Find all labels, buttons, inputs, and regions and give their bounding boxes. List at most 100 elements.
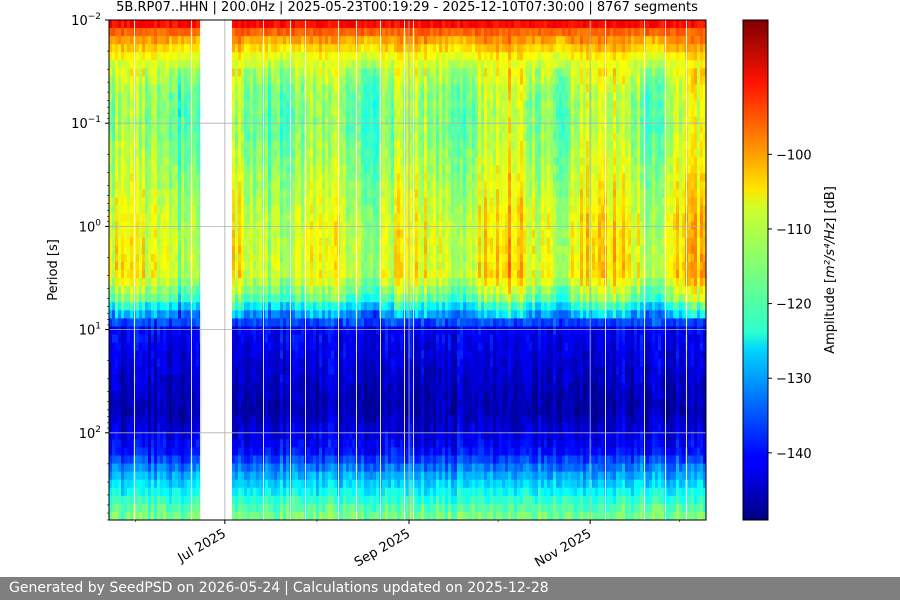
heatmap-cell	[364, 511, 368, 520]
heatmap-cell	[340, 157, 344, 166]
heatmap-cell	[187, 149, 191, 158]
heatmap-cell	[340, 407, 344, 416]
heatmap-column	[340, 20, 344, 520]
heatmap-cell	[139, 511, 143, 520]
heatmap-cell	[346, 205, 350, 215]
heatmap-cell	[115, 60, 119, 69]
heatmap-cell	[352, 511, 356, 520]
heatmap-cell	[295, 197, 299, 206]
heatmap-cell	[346, 278, 350, 287]
heatmap-cell	[292, 350, 296, 360]
heatmap-cell	[277, 116, 281, 126]
heatmap-cell	[238, 165, 242, 174]
heatmap-cell	[151, 132, 155, 142]
heatmap-cell	[346, 261, 350, 271]
heatmap-cell	[277, 334, 281, 344]
heatmap-cell	[253, 294, 257, 303]
heatmap-cell	[295, 181, 299, 190]
heatmap-cell	[373, 124, 377, 134]
heatmap-cell	[121, 278, 125, 287]
heatmap-cell	[118, 181, 122, 190]
heatmap-cell	[319, 511, 323, 520]
heatmap-cell	[172, 157, 176, 166]
heatmap-cell	[115, 278, 119, 287]
heatmap-cell	[268, 253, 272, 263]
heatmap-cell	[172, 149, 176, 158]
heatmap-cell	[127, 511, 131, 520]
heatmap-cell	[154, 173, 158, 182]
heatmap-cell	[313, 36, 317, 45]
heatmap-column	[328, 20, 332, 520]
heatmap-cell	[349, 415, 353, 424]
heatmap-cell	[118, 463, 122, 473]
heatmap-cell	[346, 415, 350, 424]
heatmap-cell	[373, 270, 377, 279]
heatmap-cell	[367, 270, 371, 279]
heatmap-cell	[331, 189, 335, 198]
heatmap-cell	[274, 44, 278, 53]
heatmap-cell	[115, 382, 119, 392]
heatmap-cell	[175, 358, 179, 368]
heatmap-cell	[115, 229, 119, 239]
heatmap-cell	[253, 165, 257, 174]
heatmap-column	[196, 20, 200, 520]
heatmap-cell	[172, 447, 176, 456]
heatmap-cell	[346, 116, 350, 126]
heatmap-cell	[319, 342, 323, 352]
heatmap-cell	[280, 245, 284, 255]
heatmap-cell	[325, 455, 329, 465]
heatmap-cell	[136, 44, 140, 53]
heatmap-cell	[184, 116, 188, 126]
heatmap-cell	[301, 157, 305, 166]
heatmap-cell	[124, 278, 128, 287]
heatmap-cell	[361, 116, 365, 126]
heatmap-cell	[172, 20, 176, 29]
heatmap-cell	[301, 286, 305, 295]
heatmap-cell	[115, 68, 119, 77]
heatmap-cell	[361, 447, 365, 456]
heatmap-cell	[283, 374, 287, 384]
heatmap-cell	[172, 28, 176, 37]
heatmap-cell	[370, 278, 374, 287]
heatmap-cell	[196, 237, 200, 247]
heatmap-cell	[184, 358, 188, 368]
heatmap-cell	[124, 28, 128, 37]
heatmap-cell	[160, 189, 164, 198]
heatmap-cell	[286, 213, 290, 223]
heatmap-cell	[322, 366, 326, 376]
heatmap-cell	[361, 68, 365, 77]
heatmap-cell	[250, 157, 254, 166]
heatmap-cell	[286, 302, 290, 311]
heatmap-cell	[247, 60, 251, 69]
heatmap-cell	[118, 60, 122, 69]
heatmap-cell	[193, 132, 197, 142]
heatmap-cell	[232, 415, 236, 424]
heatmap-cell	[148, 44, 152, 53]
heatmap-cell	[181, 310, 185, 319]
heatmap-cell	[349, 407, 353, 416]
heatmap-cell	[172, 140, 176, 150]
heatmap-cell	[157, 495, 161, 505]
heatmap-cell	[271, 399, 275, 408]
heatmap-cell	[298, 165, 302, 174]
heatmap-cell	[310, 358, 314, 368]
heatmap-cell	[286, 116, 290, 126]
heatmap-cell	[313, 189, 317, 198]
heatmap-cell	[373, 189, 377, 198]
heatmap-cell	[292, 479, 296, 489]
heatmap-cell	[250, 503, 254, 513]
heatmap-cell	[352, 28, 356, 37]
heatmap-cell	[181, 84, 185, 94]
heatmap-cell	[115, 455, 119, 465]
heatmap-cell	[130, 350, 134, 360]
heatmap-cell	[172, 221, 176, 231]
heatmap-cell	[187, 463, 191, 473]
heatmap-cell	[328, 108, 332, 118]
heatmap-cell	[118, 439, 122, 448]
heatmap-cell	[163, 60, 167, 69]
heatmap-cell	[181, 270, 185, 279]
heatmap-cell	[319, 407, 323, 416]
heatmap-cell	[115, 286, 119, 295]
heatmap-cell	[295, 350, 299, 360]
heatmap-cell	[148, 463, 152, 473]
